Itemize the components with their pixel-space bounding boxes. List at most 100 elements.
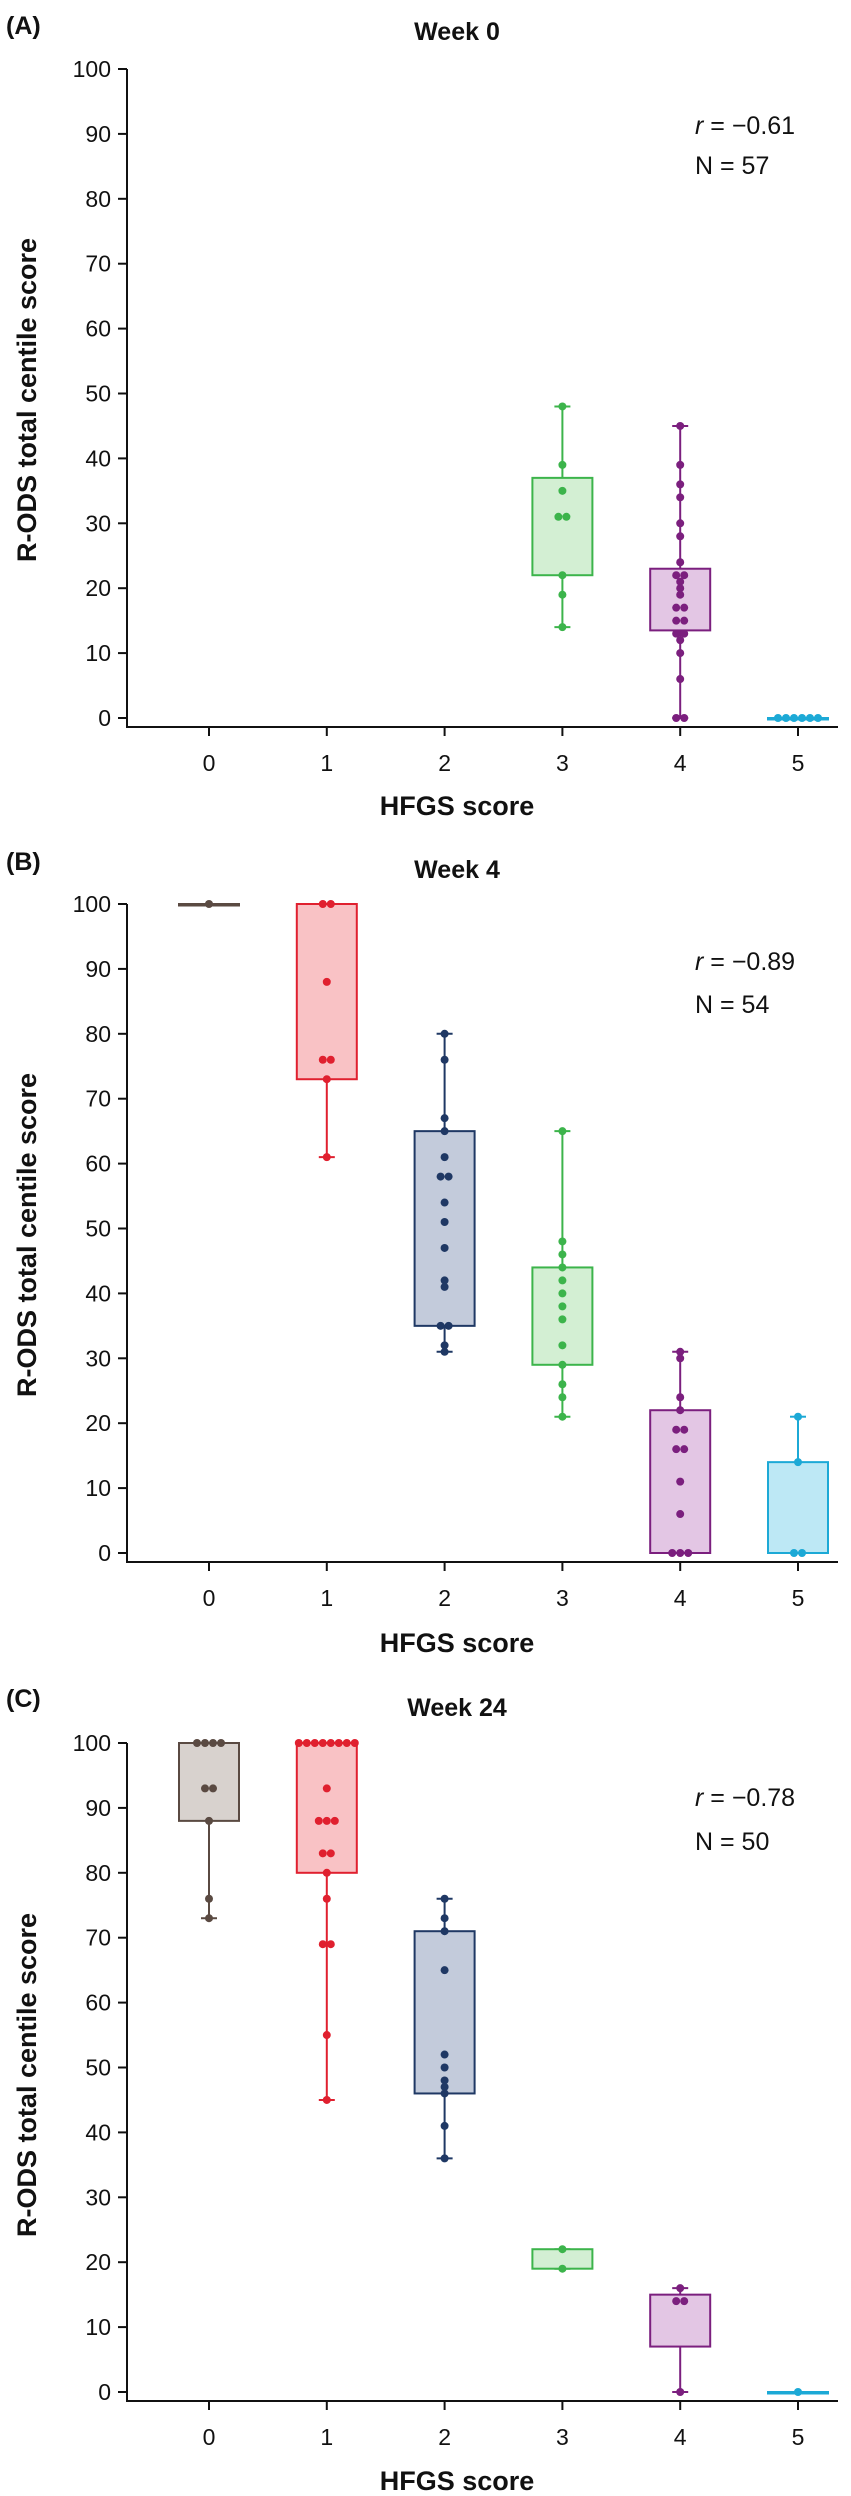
data-point	[558, 571, 567, 580]
data-point	[684, 1549, 693, 1557]
data-point	[440, 2082, 449, 2091]
data-point	[201, 1739, 209, 1747]
data-point	[676, 2284, 685, 2293]
panel-week-24: (C) Week 24 R-ODS total centile score HF…	[6, 1685, 838, 2496]
y-tick-label: 50	[85, 381, 111, 407]
y-tick-label: 100	[73, 56, 111, 82]
data-point	[558, 2264, 567, 2273]
box	[767, 1461, 829, 1555]
x-tick-label: 3	[556, 750, 569, 776]
box-group-hfgs-5	[767, 2388, 829, 2396]
box-group-hfgs-4	[649, 1347, 712, 1557]
y-tick-label: 90	[85, 1795, 111, 1821]
data-point	[782, 714, 790, 722]
data-point	[676, 590, 685, 599]
box-group-hfgs-1	[294, 1739, 359, 2104]
box-group-hfgs-1	[295, 900, 358, 1162]
data-point	[676, 421, 685, 430]
data-point	[330, 1816, 339, 1825]
data-point	[440, 2050, 449, 2059]
data-point	[676, 1393, 685, 1402]
x-tick-label: 1	[320, 2424, 333, 2450]
data-point	[558, 1393, 567, 1402]
data-point	[676, 1477, 685, 1486]
y-tick-label: 60	[85, 1990, 111, 2016]
box-group-hfgs-0	[178, 1739, 240, 1923]
data-point	[676, 519, 685, 528]
y-tick-label: 70	[85, 1925, 111, 1951]
y-axis-label: R-ODS total centile score	[12, 1913, 42, 2237]
x-tick-label: 1	[320, 1585, 333, 1611]
data-point	[440, 1029, 449, 1038]
r-symbol: r	[695, 1784, 705, 1812]
y-tick-label: 90	[85, 121, 111, 147]
x-tick-label: 4	[674, 750, 687, 776]
data-point	[672, 629, 681, 638]
data-point	[205, 1914, 213, 1923]
y-axis-label: R-ODS total centile score	[12, 1073, 42, 1397]
x-tick-label: 0	[203, 1585, 216, 1611]
data-point	[794, 2388, 802, 2396]
data-point	[680, 571, 689, 580]
data-point	[558, 1276, 567, 1285]
data-point	[676, 584, 685, 593]
data-point	[798, 714, 806, 722]
data-point	[440, 1055, 449, 1064]
panel-week-0: (A) Week 0 R-ODS total centile score HFG…	[6, 12, 838, 821]
data-point	[672, 714, 681, 722]
data-point	[440, 1243, 449, 1252]
data-point	[294, 1739, 303, 1747]
data-point	[806, 714, 814, 722]
data-point	[672, 571, 681, 580]
x-tick-label: 2	[438, 1585, 451, 1611]
x-tick-label: 4	[674, 1585, 687, 1611]
x-tick-label: 4	[674, 2424, 687, 2450]
data-point	[680, 616, 689, 625]
y-axis-ticks: 0 10 20 30 40 50 60 70 80 90 100	[73, 56, 127, 731]
data-point	[440, 1341, 449, 1350]
y-tick-label: 60	[85, 316, 111, 342]
y-tick-label: 10	[85, 1475, 111, 1501]
data-point	[440, 2089, 449, 2098]
y-tick-label: 80	[85, 1021, 111, 1047]
x-tick-label: 5	[792, 2424, 805, 2450]
data-point	[676, 460, 685, 469]
data-point	[318, 1849, 327, 1858]
data-point	[676, 1347, 685, 1356]
data-point	[680, 2297, 689, 2306]
data-point	[680, 714, 689, 722]
data-point	[326, 1940, 335, 1949]
data-point	[558, 2245, 567, 2254]
r-symbol: r	[695, 948, 705, 976]
y-axis-ticks: 0 10 20 30 40 50 60 70 80 90 100	[73, 1730, 127, 2405]
data-point	[440, 1966, 449, 1975]
data-point	[322, 1153, 331, 1162]
panel-label: (A)	[6, 12, 41, 40]
y-tick-label: 10	[85, 2314, 111, 2340]
axis-lines	[126, 1743, 838, 2402]
data-point	[794, 1412, 802, 1421]
data-point	[440, 1127, 449, 1136]
data-point	[562, 512, 571, 521]
data-point	[436, 1321, 445, 1330]
data-point	[350, 1739, 359, 1747]
y-tick-label: 80	[85, 1860, 111, 1886]
data-point	[672, 2297, 681, 2306]
data-point	[676, 532, 685, 541]
data-point	[558, 1412, 567, 1421]
y-tick-label: 80	[85, 186, 111, 212]
x-axis-ticks: 0 1 2 3 4 5	[203, 727, 804, 776]
data-point	[790, 714, 798, 722]
data-point	[322, 2095, 331, 2104]
data-point	[558, 1237, 567, 1246]
data-point	[322, 1075, 331, 1084]
y-tick-label: 100	[73, 891, 111, 917]
x-axis-label: HFGS score	[380, 1628, 535, 1658]
box-group-hfgs-0	[178, 900, 240, 908]
data-point	[790, 1549, 798, 1557]
data-point	[558, 1263, 567, 1272]
panel-label: (C)	[6, 1685, 41, 1713]
y-tick-label: 30	[85, 1345, 111, 1371]
data-point	[676, 1510, 685, 1519]
